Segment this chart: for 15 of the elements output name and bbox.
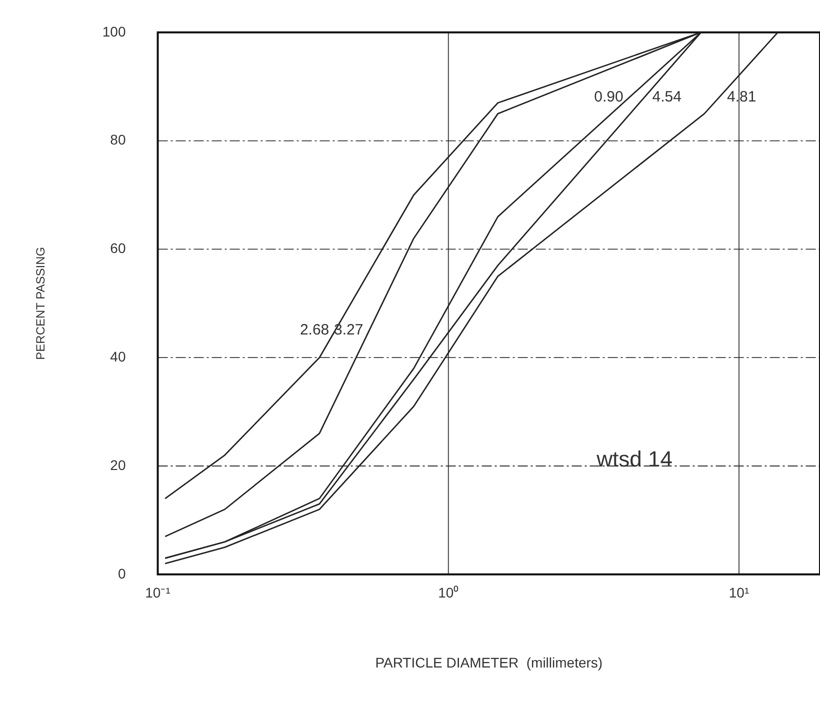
series-label: 3.27 — [334, 322, 364, 339]
x-tick-label: 10⁰ — [438, 584, 459, 601]
y-tick-label: 80 — [110, 132, 126, 148]
x-tick-label: 10¹ — [728, 584, 750, 601]
y-tick-label: 40 — [110, 348, 126, 364]
y-tick-label: 100 — [102, 23, 126, 40]
y-tick-label: 60 — [110, 240, 126, 256]
x-tick-label: 10⁻¹ — [145, 584, 171, 601]
y-axis-title: PERCENT PASSING — [34, 246, 48, 360]
y-tick-label: 0 — [118, 565, 126, 582]
y-tick-label: 20 — [110, 456, 126, 473]
series-label: 2.68 — [300, 322, 330, 339]
series-label: 4.54 — [652, 88, 682, 106]
x-axis-title: PARTICLE DIAMETER (millimeters) — [375, 654, 603, 670]
series-label: 0.90 — [594, 88, 624, 106]
